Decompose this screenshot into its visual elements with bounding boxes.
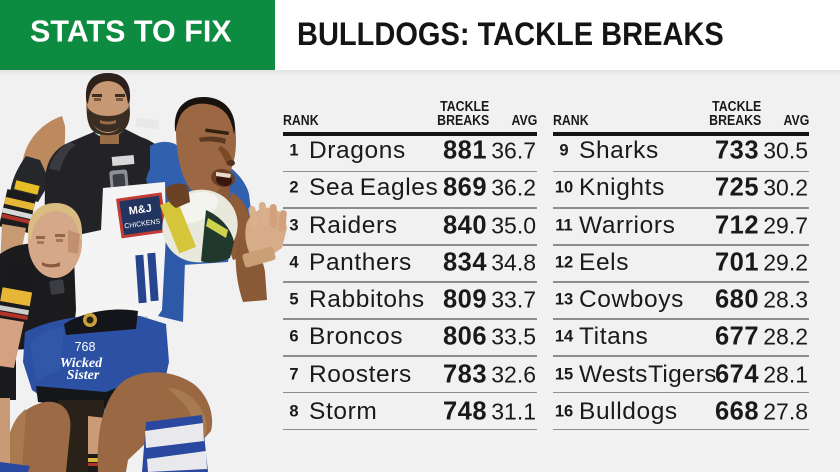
svg-text:768: 768 [75, 340, 96, 354]
svg-text:Sister: Sister [67, 368, 100, 383]
svg-text:Wicked: Wicked [60, 356, 103, 371]
svg-text:M&J: M&J [128, 202, 153, 217]
